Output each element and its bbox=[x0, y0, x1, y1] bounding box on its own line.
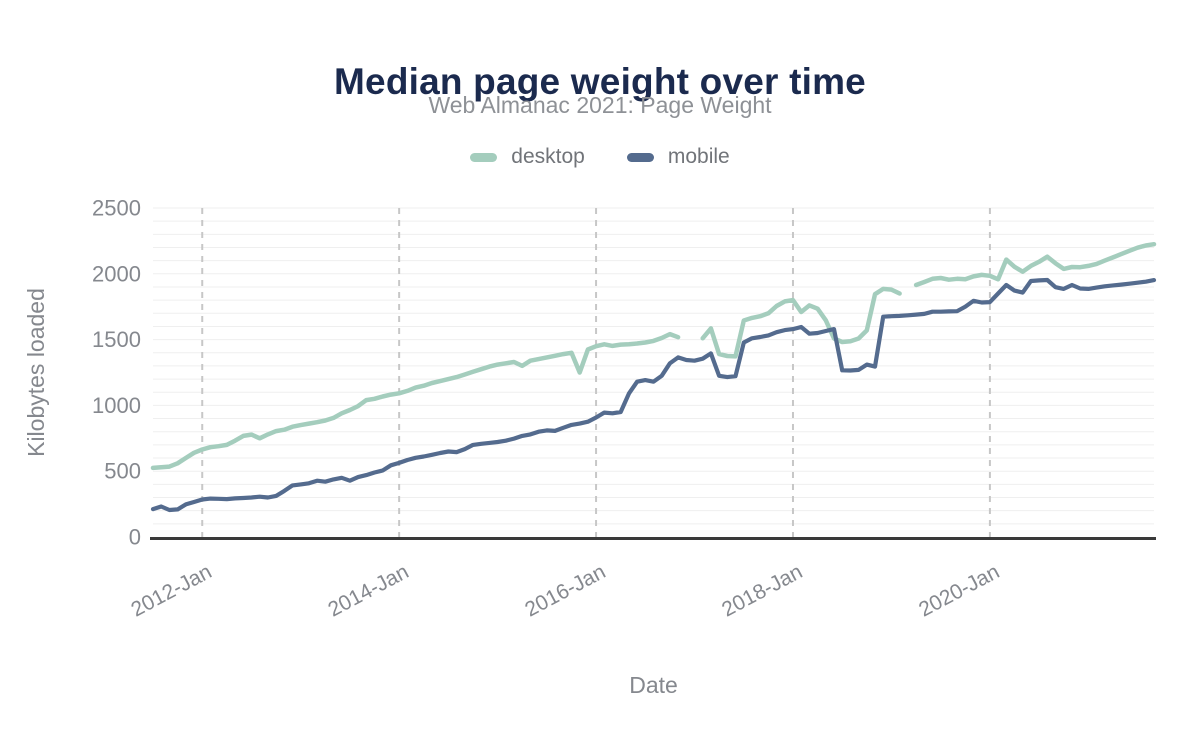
y-tick-label-1500: 1500 bbox=[92, 327, 141, 352]
y-tick-label-1000: 1000 bbox=[92, 393, 141, 418]
page-title: Median page weight over time bbox=[334, 60, 866, 102]
x-tick-label-2012-Jan: 2012-Jan bbox=[127, 560, 215, 621]
y-tick-label-2000: 2000 bbox=[92, 261, 141, 286]
desktop-line bbox=[150, 241, 1157, 471]
chart-subtitle: Web Almanac 2021: Page Weight bbox=[428, 92, 772, 118]
mobile-swatch-icon bbox=[626, 152, 654, 162]
desktop-swatch-icon bbox=[470, 152, 498, 162]
legend-label-desktop: desktop bbox=[511, 145, 585, 168]
y-tick-label-0: 0 bbox=[129, 525, 141, 550]
legend-item-mobile[interactable]: mobile bbox=[626, 145, 730, 169]
x-tick-label-2016-Jan: 2016-Jan bbox=[521, 560, 609, 621]
y-tick-label-500: 500 bbox=[104, 459, 141, 484]
mobile-line bbox=[150, 277, 1157, 513]
y-axis-title: Kilobytes loaded bbox=[23, 288, 49, 457]
y-tick-label-2500: 2500 bbox=[92, 196, 141, 221]
legend-item-desktop[interactable]: desktop bbox=[470, 145, 585, 169]
x-tick-label-2020-Jan: 2020-Jan bbox=[915, 560, 1003, 621]
x-axis-title: Date bbox=[629, 672, 678, 698]
legend-label-mobile: mobile bbox=[667, 145, 730, 168]
x-tick-label-2018-Jan: 2018-Jan bbox=[718, 560, 806, 621]
legend: desktop mobile bbox=[0, 145, 1200, 169]
x-tick-label-2014-Jan: 2014-Jan bbox=[324, 560, 412, 621]
